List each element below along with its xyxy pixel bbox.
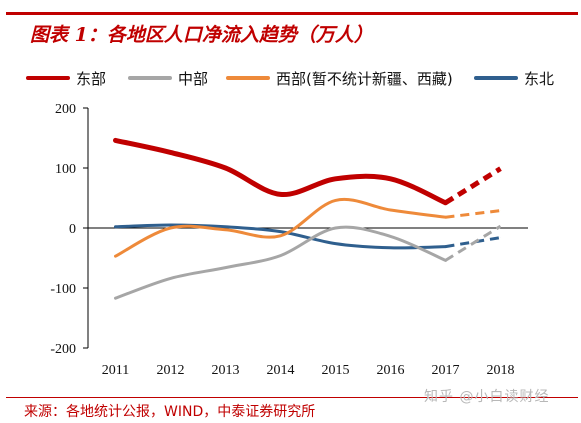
legend-item-northeast: 东北 (474, 66, 554, 90)
legend-swatch-central (128, 76, 172, 80)
legend-label-east: 东部 (76, 69, 107, 88)
y-tick-label: 100 (55, 162, 76, 177)
series-line-east (113, 137, 448, 206)
y-tick-label: 200 (55, 102, 76, 117)
y-tick-label: -200 (50, 342, 76, 357)
y-tick-label: -100 (50, 282, 76, 297)
x-tick-label: 2014 (267, 363, 295, 378)
x-tick-label: 2015 (322, 363, 350, 378)
chart-source: 来源：各地统计公报，WIND，中泰证券研究所 (24, 404, 316, 420)
legend-label-west: 西部(暂不统计新疆、西藏) (276, 69, 453, 88)
x-tick-label: 2012 (157, 363, 185, 378)
title-rule (6, 12, 578, 15)
source-rule (6, 397, 578, 398)
legend-label-central: 中部 (178, 69, 209, 88)
series-line-central (114, 225, 447, 300)
legend-swatch-northeast (474, 76, 518, 80)
legend-item-east: 东部 (26, 66, 106, 90)
y-tick-label: 0 (69, 222, 76, 237)
legend-swatch-west (226, 76, 270, 80)
legend: 东部 中部 西部(暂不统计新疆、西藏) 东北 (26, 66, 581, 90)
legend-item-west: 西部(暂不统计新疆、西藏) (226, 66, 453, 90)
x-tick-label: 2018 (487, 363, 515, 378)
line-chart: 200 100 0 -100 -200 2011 2012 2013 2014 2015 2016 2… (50, 102, 528, 378)
x-tick-label: 2017 (432, 363, 460, 378)
x-tick-label: 2016 (377, 363, 405, 378)
legend-item-central: 中部 (128, 66, 208, 90)
title-bar: 图表 1：各地区人口净流入趋势（万人） (0, 0, 581, 46)
series-line-central-dashed (444, 224, 502, 262)
x-tick-label: 2011 (102, 363, 129, 378)
series-line-east-dashed (444, 166, 502, 205)
legend-label-northeast: 东北 (524, 69, 555, 88)
x-tick-label: 2013 (212, 363, 240, 378)
watermark: 知乎 @小白读财经 (424, 389, 550, 405)
legend-swatch-east (26, 76, 70, 80)
series-line-northeast-dashed (445, 236, 501, 249)
series-line-west-dashed (445, 209, 501, 219)
chart-title: 图表 1：各地区人口净流入趋势（万人） (30, 24, 373, 46)
